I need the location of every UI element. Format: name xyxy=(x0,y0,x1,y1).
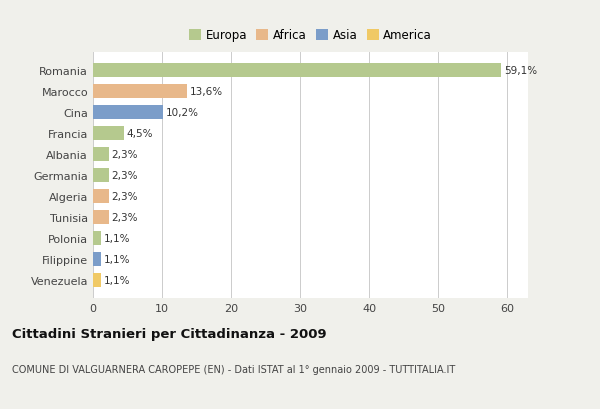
Bar xyxy=(93,106,163,120)
Text: 2,3%: 2,3% xyxy=(112,150,138,160)
Bar xyxy=(93,64,501,78)
Text: COMUNE DI VALGUARNERA CAROPEPE (EN) - Dati ISTAT al 1° gennaio 2009 - TUTTITALIA: COMUNE DI VALGUARNERA CAROPEPE (EN) - Da… xyxy=(12,364,455,374)
Bar xyxy=(93,85,187,99)
Bar xyxy=(93,253,101,267)
Text: 2,3%: 2,3% xyxy=(112,192,138,202)
Bar xyxy=(93,190,109,204)
Bar xyxy=(93,211,109,225)
Text: 1,1%: 1,1% xyxy=(103,234,130,244)
Bar xyxy=(93,274,101,288)
Text: 13,6%: 13,6% xyxy=(190,87,223,97)
Text: 1,1%: 1,1% xyxy=(103,276,130,285)
Bar xyxy=(93,169,109,183)
Text: 4,5%: 4,5% xyxy=(127,129,154,139)
Bar xyxy=(93,232,101,245)
Bar xyxy=(93,127,124,141)
Text: 1,1%: 1,1% xyxy=(103,255,130,265)
Text: 2,3%: 2,3% xyxy=(112,213,138,223)
Text: 10,2%: 10,2% xyxy=(166,108,199,118)
Text: Cittadini Stranieri per Cittadinanza - 2009: Cittadini Stranieri per Cittadinanza - 2… xyxy=(12,327,326,340)
Text: 2,3%: 2,3% xyxy=(112,171,138,181)
Legend: Europa, Africa, Asia, America: Europa, Africa, Asia, America xyxy=(189,29,432,43)
Bar xyxy=(93,148,109,162)
Text: 59,1%: 59,1% xyxy=(504,66,537,76)
